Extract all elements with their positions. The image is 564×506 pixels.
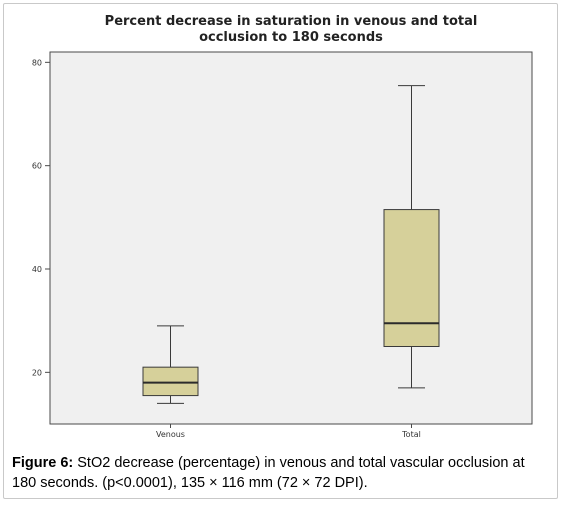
box-plot-chart: Percent decrease in saturation in venous…: [32, 14, 533, 439]
y-axis: 20 40 60 80: [32, 58, 50, 377]
plot-area: [49, 51, 533, 425]
box-total: [383, 85, 440, 389]
box-venous: [142, 325, 199, 404]
y-tick-label-40: 40: [32, 265, 42, 274]
y-tick-label-60: 60: [32, 162, 42, 171]
y-tick-label-80: 80: [32, 58, 42, 67]
chart-title-line-2: occlusion to 180 seconds: [199, 30, 383, 45]
y-tick-label-20: 20: [32, 368, 42, 377]
caption-text: StO2 decrease (percentage) in venous and…: [12, 455, 525, 491]
boxes: [142, 85, 440, 404]
caption-label: Figure 6:: [12, 455, 74, 471]
x-tick-label-total: Total: [401, 430, 421, 439]
chart-title-line-1: Percent decrease in saturation in venous…: [105, 14, 478, 29]
x-tick-label-venous: Venous: [156, 430, 185, 439]
figure-caption: Figure 6: StO2 decrease (percentage) in …: [12, 453, 552, 493]
iqr-box-venous: [142, 366, 199, 397]
iqr-box-total: [383, 209, 440, 347]
x-axis: Venous Total: [156, 424, 421, 439]
